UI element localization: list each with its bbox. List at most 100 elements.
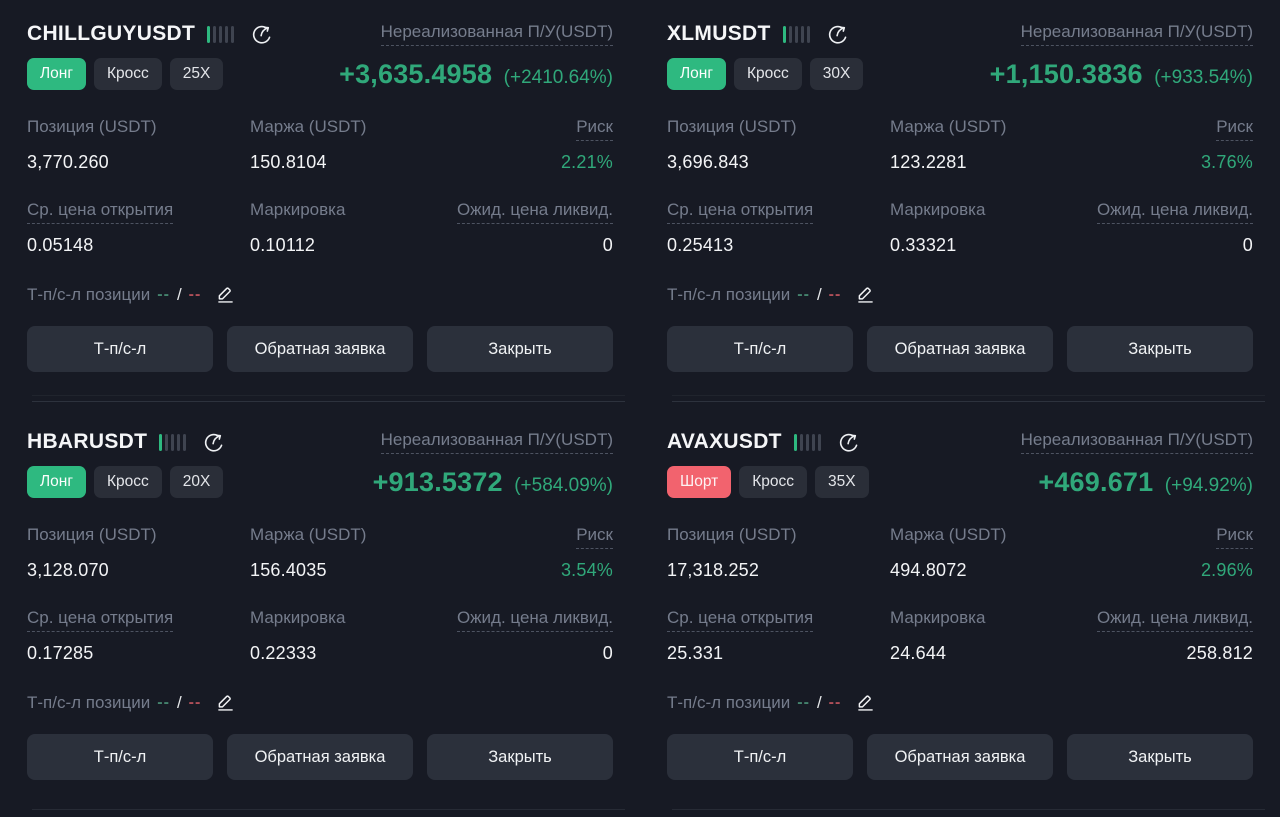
edit-tpsl-icon[interactable] [855, 692, 876, 713]
margin-mode-tag[interactable]: Кросс [94, 58, 162, 91]
symbol-label: AVAXUSDT [667, 430, 782, 453]
liq-price-value: 258.812 [1186, 643, 1253, 664]
card-header: CHILLGUYUSDT Лонг Кросс [27, 22, 613, 91]
tpsl-row: Т-п/с-л позиции -- / -- [667, 284, 1253, 305]
share-pnl-icon[interactable] [250, 23, 273, 46]
stop-loss-value: -- [188, 285, 202, 303]
pnl-percent: (+933.54%) [1154, 67, 1253, 88]
edit-tpsl-icon[interactable] [215, 284, 236, 305]
pnl-value-row: +913.5372 (+584.09%) [373, 467, 613, 498]
position-card: CHILLGUYUSDT Лонг Кросс [0, 0, 640, 408]
stop-loss-value: -- [828, 285, 842, 303]
avg-open-price-value: 0.17285 [27, 643, 94, 664]
mark-price-value: 0.22333 [250, 643, 317, 664]
position-card: XLMUSDT Лонг Кросс 30X [640, 0, 1280, 408]
position-value: 3,128.070 [27, 560, 109, 581]
risk-value: 3.76% [1200, 152, 1253, 173]
unrealized-pnl-label: Нереализованная П/У(USDT) [1020, 430, 1253, 454]
tpsl-button[interactable]: Т-п/с-л [667, 326, 853, 373]
close-position-button[interactable]: Закрыть [1067, 734, 1253, 781]
position-card: HBARUSDT Лонг Кросс 20X [0, 408, 640, 817]
margin-mode-tag[interactable]: Кросс [734, 58, 802, 91]
tpsl-separator: / [176, 284, 182, 304]
symbol-row: HBARUSDT [27, 430, 225, 454]
pnl-percent: (+584.09%) [514, 475, 613, 496]
stop-loss-value: -- [828, 693, 842, 711]
take-profit-value: -- [157, 285, 170, 303]
avg-open-price-value: 25.331 [667, 643, 724, 664]
tpsl-separator: / [816, 692, 822, 712]
reverse-order-button[interactable]: Обратная заявка [867, 326, 1053, 373]
margin-value: 494.8072 [890, 560, 967, 581]
tags-row: Лонг Кросс 25X [27, 58, 273, 91]
edit-tpsl-icon[interactable] [855, 284, 876, 305]
avg-open-price-label: Ср. цена открытия [27, 608, 250, 633]
liq-price-value: 0 [1242, 235, 1253, 256]
pnl-percent: (+94.92%) [1164, 475, 1253, 496]
mark-price-value: 0.10112 [250, 235, 316, 256]
pnl-value: +913.5372 [372, 467, 503, 497]
tags-row: Лонг Кросс 30X [667, 58, 864, 91]
card-header: XLMUSDT Лонг Кросс 30X [667, 22, 1253, 91]
risk-value: 3.54% [560, 560, 613, 581]
avg-open-price-label: Ср. цена открытия [27, 200, 250, 225]
tags-row: Лонг Кросс 20X [27, 466, 225, 499]
tpsl-position-label: Т-п/с-л позиции [27, 284, 151, 304]
position-label: Позиция (USDT) [27, 525, 157, 545]
card-divider [672, 809, 1265, 810]
leverage-gauge-icon [793, 433, 821, 451]
leverage-tag[interactable]: 35X [815, 466, 869, 499]
edit-tpsl-icon[interactable] [215, 692, 236, 713]
reverse-order-button[interactable]: Обратная заявка [227, 326, 413, 373]
liq-price-label: Ожид. цена ликвид. [456, 608, 613, 633]
take-profit-value: -- [797, 285, 810, 303]
symbol-label: XLMUSDT [667, 22, 771, 45]
margin-label: Маржа (USDT) [250, 525, 367, 545]
close-position-button[interactable]: Закрыть [427, 326, 613, 373]
margin-mode-tag[interactable]: Кросс [739, 466, 807, 499]
stats-row-prices: Ср. цена открытия Маркировка Ожид. цена … [27, 608, 613, 664]
leverage-tag[interactable]: 30X [809, 58, 864, 91]
tpsl-row: Т-п/с-л позиции -- / -- [667, 692, 1253, 713]
pnl-block: Нереализованная П/У(USDT) +913.5372 (+58… [373, 430, 613, 498]
leverage-tag[interactable]: 20X [169, 466, 224, 499]
margin-label: Маржа (USDT) [890, 525, 1007, 545]
unrealized-pnl-label: Нереализованная П/У(USDT) [1020, 22, 1253, 46]
pnl-value: +469.671 [1038, 467, 1154, 497]
tpsl-separator: / [816, 284, 822, 304]
tags-row: Шорт Кросс 35X [667, 466, 869, 499]
pnl-block: Нереализованная П/У(USDT) +469.671 (+94.… [1020, 430, 1253, 498]
share-pnl-icon[interactable] [202, 431, 225, 454]
card-divider [672, 395, 1265, 402]
mark-price-label: Маркировка [250, 200, 346, 220]
symbol-label: HBARUSDT [27, 430, 148, 453]
liq-price-value: 0 [602, 235, 613, 256]
card-divider [32, 395, 625, 402]
share-pnl-icon[interactable] [826, 23, 849, 46]
risk-label: Риск [1201, 525, 1253, 550]
close-position-button[interactable]: Закрыть [427, 734, 613, 781]
reverse-order-button[interactable]: Обратная заявка [227, 734, 413, 781]
tpsl-button[interactable]: Т-п/с-л [667, 734, 853, 781]
share-pnl-icon[interactable] [837, 431, 860, 454]
mark-price-label: Маркировка [890, 608, 986, 628]
margin-label: Маржа (USDT) [250, 117, 367, 137]
liq-price-label: Ожид. цена ликвид. [456, 200, 613, 225]
risk-label: Риск [561, 525, 613, 550]
card-header: AVAXUSDT Шорт Кросс 35X [667, 430, 1253, 499]
tpsl-separator: / [176, 692, 182, 712]
card-divider [32, 809, 625, 810]
close-position-button[interactable]: Закрыть [1067, 326, 1253, 373]
margin-mode-tag[interactable]: Кросс [94, 466, 162, 499]
leverage-tag[interactable]: 25X [169, 58, 224, 91]
tpsl-button[interactable]: Т-п/с-л [27, 734, 213, 781]
liq-price-value: 0 [602, 643, 613, 664]
tpsl-row: Т-п/с-л позиции -- / -- [27, 284, 613, 305]
liq-price-label: Ожид. цена ликвид. [1096, 608, 1253, 633]
tpsl-button[interactable]: Т-п/с-л [27, 326, 213, 373]
side-tag: Лонг [27, 466, 87, 499]
leverage-gauge-icon [782, 25, 810, 43]
risk-value: 2.21% [560, 152, 613, 173]
reverse-order-button[interactable]: Обратная заявка [867, 734, 1053, 781]
leverage-gauge-icon [159, 433, 187, 451]
